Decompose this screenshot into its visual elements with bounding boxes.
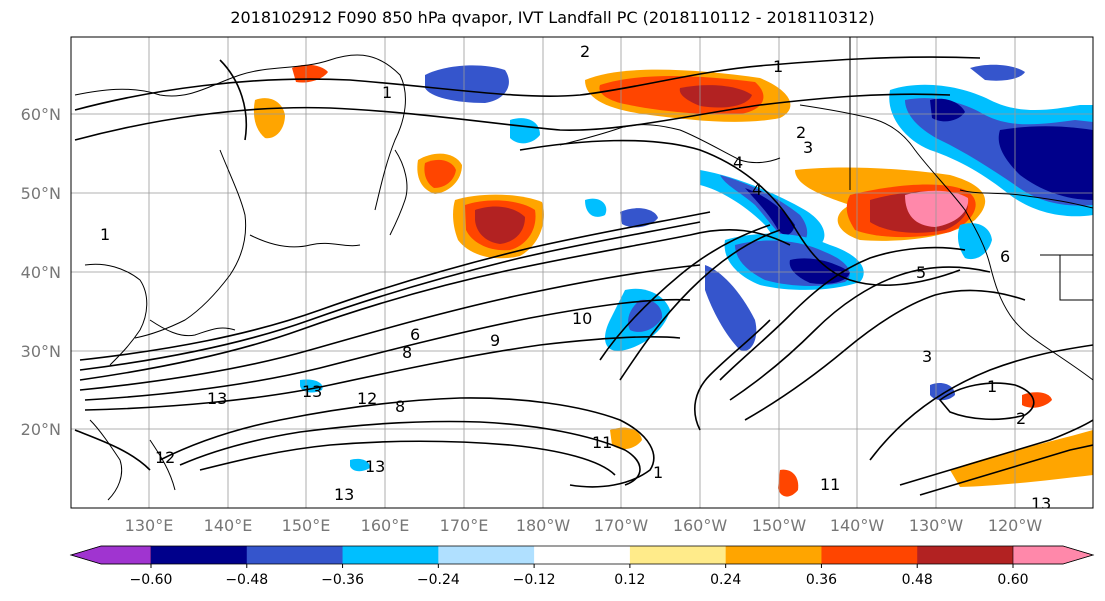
lon-label: 140°E	[204, 516, 253, 535]
contour-label: 2	[580, 42, 590, 61]
contour-label: 5	[916, 263, 926, 282]
shading-layer	[253, 64, 1093, 497]
contour-label: 12	[357, 389, 377, 408]
colorbar-frame	[69, 545, 1095, 565]
lat-label: 50°N	[21, 184, 61, 203]
colorbar-cells	[69, 545, 1095, 565]
lon-label: 170°W	[594, 516, 649, 535]
contour-label: 1	[987, 377, 997, 396]
colorbar-tick-label: 0.24	[710, 572, 741, 588]
contour-label: 10	[572, 309, 592, 328]
colorbar-tick-label: 0.48	[902, 572, 933, 588]
colorbar-tick-label: −0.24	[417, 572, 460, 588]
colorbar-cell	[821, 546, 918, 564]
colorbar-cell	[917, 546, 1014, 564]
lon-label: 130°W	[909, 516, 964, 535]
contour-label: 9	[490, 331, 500, 350]
colorbar-cell	[151, 546, 248, 564]
contour-label: 4	[733, 153, 743, 172]
lat-label: 30°N	[21, 342, 61, 361]
ivt-contours	[74, 56, 1093, 496]
colorbar-tick-label: 0.12	[614, 572, 645, 588]
colorbar-tick-label: −0.36	[321, 572, 364, 588]
colorbar-cell	[342, 546, 439, 564]
colorbar-cell	[69, 545, 152, 565]
contour-label: 13	[207, 389, 227, 408]
coastlines	[74, 37, 1093, 501]
contour-label: 3	[922, 347, 932, 366]
colorbar-ticks: −0.60 −0.48 −0.36 −0.24 −0.12 0.12 0.24 0.36 0.4…	[130, 564, 1029, 588]
colorbar-tick-label: −0.12	[513, 572, 556, 588]
colorbar-cell	[1012, 545, 1095, 565]
lon-label: 160°E	[361, 516, 410, 535]
lon-label: 170°E	[440, 516, 489, 535]
contour-label: 13	[334, 485, 354, 504]
lon-label: 140°W	[830, 516, 885, 535]
colorbar-tick-label: 0.36	[806, 572, 837, 588]
contour-label: 4	[752, 180, 762, 199]
contour-label: 6	[1000, 247, 1010, 266]
lat-label: 40°N	[21, 263, 61, 282]
lon-label: 120°W	[988, 516, 1043, 535]
plot-frame	[70, 36, 1094, 509]
contour-label: 1	[100, 225, 110, 244]
contour-label: 1	[382, 83, 392, 102]
colorbar-cell	[629, 546, 727, 564]
contour-label: 6	[410, 325, 420, 344]
contour-label: 13	[1031, 494, 1051, 513]
lon-axis: 130°E 140°E 150°E 160°E 170°E 180°W 170°…	[125, 516, 1043, 535]
contour-label: 2	[796, 123, 806, 142]
contour-label: 8	[395, 397, 405, 416]
lon-label: 160°W	[673, 516, 728, 535]
colorbar-tick-label: −0.48	[225, 572, 268, 588]
lat-label: 20°N	[21, 420, 61, 439]
contour-label: 3	[803, 138, 813, 157]
map-title: 2018102912 F090 850 hPa qvapor, IVT Land…	[230, 8, 875, 27]
colorbar-tick-label: 0.60	[997, 572, 1028, 588]
contour-label: 13	[302, 382, 322, 401]
colorbar-tick-label: −0.60	[130, 572, 173, 588]
lat-label: 60°N	[21, 105, 61, 124]
contour-label: 1	[653, 463, 663, 482]
lat-axis: 60°N 50°N 40°N 30°N 20°N	[21, 105, 61, 439]
lon-label: 150°W	[752, 516, 807, 535]
colorbar-cell	[438, 546, 535, 564]
colorbar-cell	[725, 546, 822, 564]
contour-label: 2	[1016, 409, 1026, 428]
contour-label-group: 1 2 2 3 4 4 5 6 6 8 8 9 10 11 12 13 13 1…	[100, 42, 1051, 513]
contour-label: 12	[155, 448, 175, 467]
map-plot-area: 1 2 2 3 4 4 5 6 6 8 8 9 10 11 12 13 13 1…	[71, 37, 1093, 513]
lon-label: 180°W	[516, 516, 571, 535]
contour-label: 13	[365, 457, 385, 476]
contour-label: 1	[773, 57, 783, 76]
colorbar-cell	[534, 546, 631, 564]
lon-label: 150°E	[282, 516, 331, 535]
colorbar-cell	[246, 546, 344, 564]
contour-label: 8	[402, 343, 412, 362]
colorbar: −0.60 −0.48 −0.36 −0.24 −0.12 0.12 0.24 0.36 0.4…	[69, 545, 1095, 588]
contour-label: 11	[592, 433, 612, 452]
contour-label: 11	[820, 475, 840, 494]
lon-label: 130°E	[125, 516, 174, 535]
